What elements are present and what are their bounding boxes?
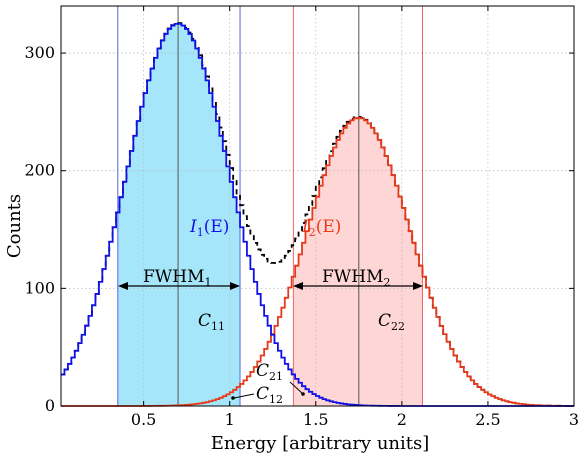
c12-label: C12 (256, 384, 283, 406)
fwhm1-fill (117, 23, 241, 407)
c22-label: C22 (378, 311, 405, 333)
x-tick-label: 2.5 (475, 410, 500, 429)
i1-label: I1(E) (189, 217, 229, 239)
c12-pointer (233, 393, 255, 399)
fwhm1-label: FWHM1 (143, 267, 212, 289)
fwhm-fills (117, 23, 423, 407)
marker-lines (117, 6, 424, 406)
y-tick-label: 0 (45, 396, 55, 415)
i2-label: I2(E) (301, 217, 341, 239)
x-tick-label: 0.5 (131, 410, 156, 429)
y-tick-label: 300 (24, 43, 55, 62)
c11-label: C11 (198, 311, 225, 333)
y-tick-label: 200 (24, 161, 55, 180)
c21-pointer (289, 381, 304, 395)
tick-labels: 0.5 1 1.5 2 2.5 3 0 100 200 300 (24, 43, 579, 429)
x-tick-label: 2 (397, 410, 407, 429)
fwhm2-fill (293, 117, 423, 406)
x-axis-label: Energy [arbitrary units] (211, 433, 430, 454)
fwhm2-arrow (293, 282, 423, 290)
plot-frame (60, 5, 575, 407)
c21-label: C21 (256, 361, 283, 383)
axes (60, 5, 575, 407)
x-tick-label: 1 (225, 410, 235, 429)
fwhm1-arrow (118, 282, 240, 290)
x-tick-label: 3 (569, 410, 579, 429)
c21-dot (301, 392, 305, 396)
x-tick-label: 1.5 (303, 410, 328, 429)
y-tick-label: 100 (24, 278, 55, 297)
fwhm2-label: FWHM2 (322, 267, 391, 289)
y-axis-label: Counts (4, 194, 25, 258)
c12-dot (231, 396, 235, 400)
